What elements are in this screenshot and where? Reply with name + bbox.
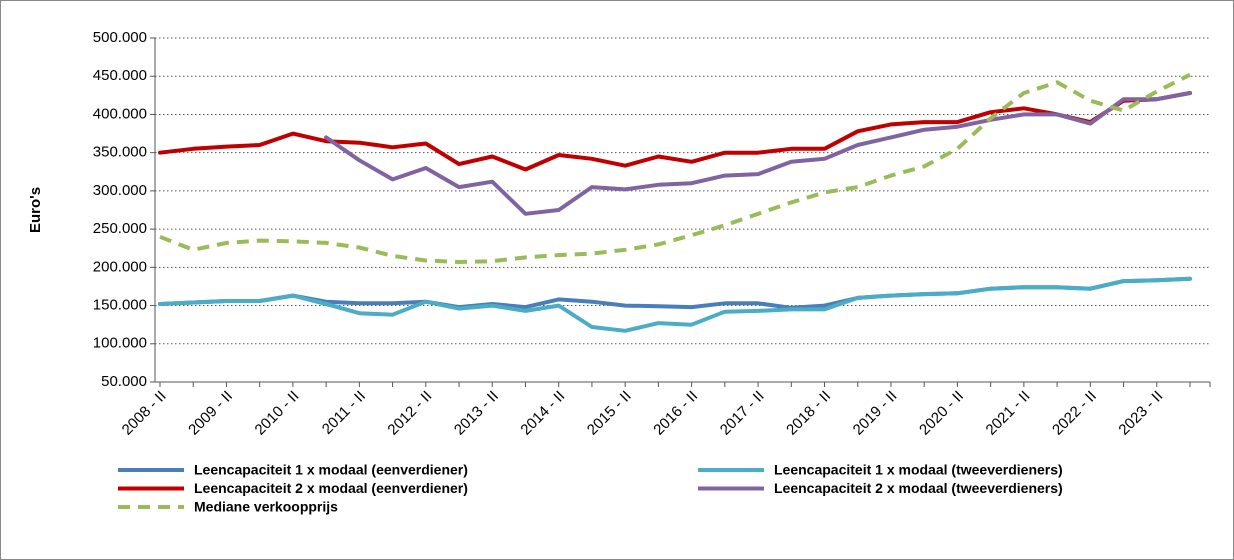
y-tick-label: 200.000 [93,258,147,275]
y-tick-label: 450.000 [93,67,147,84]
legend-label: Leencapaciteit 2 x modaal (tweeverdiener… [774,480,1063,496]
series-line [159,72,1191,264]
y-tick-label: 150.000 [93,297,147,314]
series-line [158,276,1192,333]
legend-label: Leencapaciteit 1 x modaal (tweeverdiener… [774,462,1063,478]
y-tick-label: 250.000 [93,220,147,237]
y-tick-label: 50.000 [101,373,147,390]
legend-label: Leencapaciteit 1 x modaal (eenverdiener) [194,462,468,478]
y-tick-label: 350.000 [93,144,147,161]
legend-label: Mediane verkoopprijs [194,499,338,515]
y-tick-label: 500.000 [93,29,147,46]
series-line [324,91,1192,216]
y-tick-label: 300.000 [93,182,147,199]
y-axis-label: Euro's [27,187,44,233]
legend-label: Leencapaciteit 2 x modaal (eenverdiener) [194,480,468,496]
y-tick-label: 400.000 [93,105,147,122]
y-tick-label: 100.000 [93,335,147,352]
